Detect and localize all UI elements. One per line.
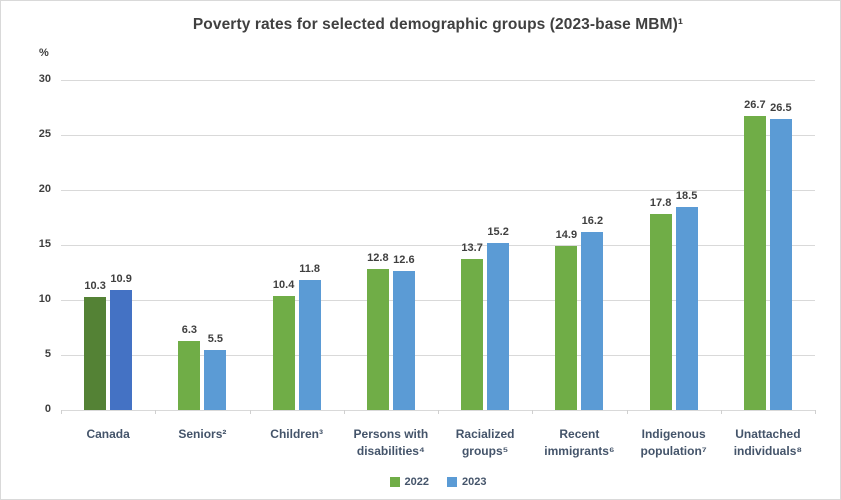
bar-value-label: 11.8 [299, 263, 321, 276]
bar-2022-2 [178, 340, 201, 410]
bar-value-label: 10.3 [84, 279, 106, 292]
legend-swatch-2022 [389, 477, 400, 487]
bar-2023-4 [392, 271, 415, 410]
bar-2022-7 [649, 214, 672, 410]
bar-2023-5 [487, 242, 510, 410]
x-axis-category-label: Seniors² [178, 427, 227, 441]
bar-value-label: 18.5 [675, 189, 698, 202]
bar-value-label: 26.5 [770, 101, 792, 114]
bar-2022-6 [555, 246, 578, 410]
bar-2023-3 [298, 280, 321, 410]
bar-2022-1 [84, 296, 107, 410]
gridline [61, 135, 815, 136]
y-axis-tick-label: 20 [38, 183, 51, 195]
bar-2022-3 [272, 295, 295, 410]
y-axis-tick-label: 10 [38, 293, 51, 305]
bar-value-label: 26.7 [744, 99, 766, 112]
bar-value-label: 16.2 [581, 214, 604, 227]
x-axis-category-label: Canada [86, 427, 130, 441]
legend-label: 2022 [404, 476, 429, 488]
x-axis-tick [626, 410, 628, 414]
bar-2023-7 [675, 206, 698, 410]
bar-value-label: 10.4 [272, 278, 295, 291]
gridline [61, 190, 815, 191]
bar-2023-8 [769, 118, 792, 410]
x-axis-tick [720, 410, 722, 414]
gridline [61, 300, 815, 301]
y-axis-tick-label: 30 [38, 73, 51, 85]
x-axis-tick [532, 410, 534, 414]
y-axis-tick-label: 0 [44, 403, 51, 415]
bar-value-label: 12.8 [367, 252, 389, 265]
bar-value-label: 13.7 [461, 242, 483, 255]
y-axis-tick-label: 25 [38, 128, 51, 140]
y-axis-tick-label: 15 [38, 238, 51, 250]
bar-2022-8 [743, 116, 766, 410]
bar-value-label: 14.9 [555, 229, 578, 242]
bar-value-label: 10.9 [110, 273, 132, 286]
bar-2023-6 [581, 231, 604, 410]
legend-swatch-2023 [447, 477, 457, 487]
bar-value-label: 6.3 [181, 323, 198, 336]
bar-value-label: 15.2 [487, 225, 509, 238]
y-axis-tick-label: 5 [44, 348, 51, 360]
gridline [61, 355, 815, 356]
x-axis-category-label: Persons with disabilities⁴ [353, 427, 429, 458]
chart-legend: 2022 2023 [61, 476, 815, 488]
legend-label: 2023 [462, 476, 487, 488]
x-axis-tick [61, 410, 62, 414]
x-axis-tick [815, 410, 816, 414]
legend-item-2023: 2023 [447, 476, 486, 488]
bar-value-label: 12.6 [393, 254, 415, 267]
gridline [61, 245, 815, 246]
gridline [61, 80, 815, 81]
x-axis-category-label: Racialized groups⁵ [455, 427, 515, 458]
bar-2022-5 [461, 259, 484, 410]
legend-item-2022: 2022 [389, 476, 429, 488]
bar-value-label: 17.8 [649, 197, 672, 210]
y-axis-unit-label: % [39, 47, 49, 59]
x-axis-category-label: Children³ [270, 427, 323, 441]
x-axis-tick [438, 410, 439, 414]
x-axis-tick [343, 410, 345, 414]
bar-2022-4 [366, 269, 389, 410]
chart-title: Poverty rates for selected demographic g… [192, 16, 684, 33]
bar-2023-2 [204, 349, 227, 410]
x-axis-category-label: Recent immigrants⁶ [544, 427, 615, 458]
x-axis-category-label: Unattached individuals⁸ [733, 427, 803, 458]
x-axis-tick [249, 410, 251, 414]
x-axis-tick [155, 410, 157, 414]
bar-value-label: 5.5 [207, 332, 224, 345]
x-axis-category-label: Indigenous population⁷ [640, 427, 707, 458]
bar-2023-1 [110, 290, 133, 410]
